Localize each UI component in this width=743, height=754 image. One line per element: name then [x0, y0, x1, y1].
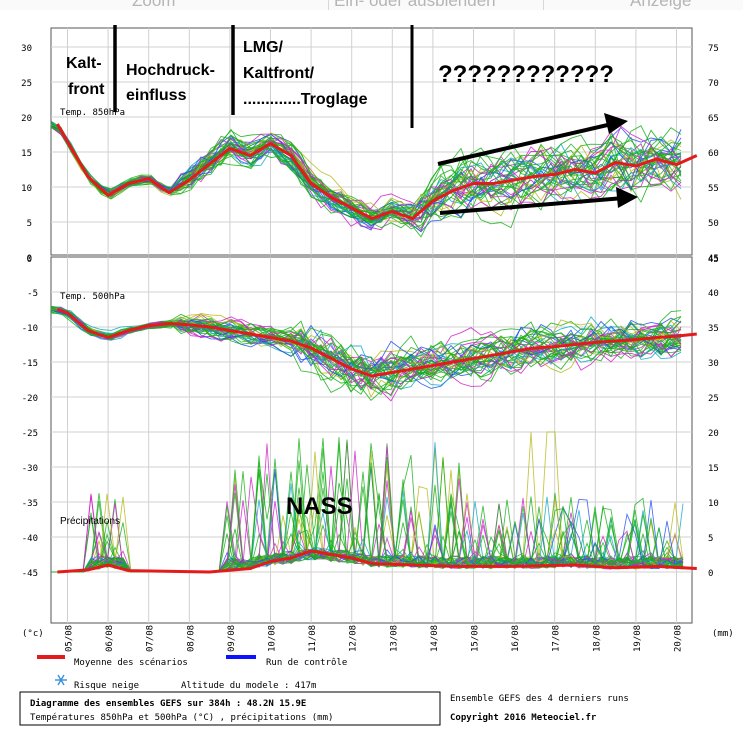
toolbar-show-hide[interactable]: Ein- oder ausblenden	[334, 0, 496, 10]
toolbar-display[interactable]: Anzeige	[630, 0, 692, 10]
mean-series	[56, 123, 698, 574]
y-left-tick-label: -15	[22, 359, 38, 369]
snowflake-icon	[55, 674, 67, 686]
y-left-tick-label: -40	[22, 534, 38, 544]
toolbar-zoom[interactable]: Zoom	[132, 0, 176, 10]
annotation-hochdruck-2: einfluss	[126, 87, 187, 104]
panel-frame-t850	[50, 27, 693, 256]
annotation-lmg-1: LMG/	[243, 39, 284, 56]
t850-member	[50, 122, 682, 214]
y-right-tick-label: 65	[708, 114, 719, 124]
panel-frame-t500	[50, 256, 693, 624]
y-left-tick-label: -45	[22, 569, 38, 579]
y-left-tick-label: 15	[21, 149, 32, 159]
precip-panel-label: Précipitations	[60, 516, 120, 527]
x-tick-label: 12/08	[349, 625, 359, 652]
annotation-kaltfront-1: Kalt-	[66, 55, 102, 72]
y-right-tick-label: 15	[708, 464, 719, 474]
legend-snow-label: Risque neige	[74, 681, 139, 691]
legend-control-label: Run de contrôle	[266, 657, 347, 668]
y-right-tick-label: 5	[708, 534, 713, 544]
toolbar-separator	[543, 0, 544, 10]
y-left-tick-label: 20	[21, 114, 32, 124]
y-right-tick-label: 55	[708, 184, 719, 194]
unit-right: (mm)	[712, 629, 734, 639]
t850-panel-label: Temp. 850hPa	[60, 108, 125, 118]
x-tick-label: 10/08	[268, 625, 278, 652]
t850-member	[50, 124, 682, 218]
precip-mean-line	[57, 549, 697, 574]
annotation-lmg-2: Kaltfront/	[243, 65, 315, 82]
y-right-tick-label: 25	[708, 394, 719, 404]
y-right-tick-label: 50	[708, 219, 719, 229]
y-left-tick-label: 10	[21, 184, 32, 194]
x-tick-label: 11/08	[308, 625, 318, 652]
x-tick-label: 16/08	[511, 625, 521, 652]
annotation-kaltfront-2: front	[68, 81, 105, 98]
y-right-tick-label: 35	[708, 324, 719, 334]
y-left-tick-label: 25	[21, 79, 32, 89]
credits-copyright: Copyright 2016 Meteociel.fr	[450, 712, 597, 723]
annotation-question-marks: ????????????	[438, 61, 614, 88]
t500-panel-label: Temp. 500hPa	[60, 292, 125, 302]
y-left-tick-label: -20	[22, 394, 38, 404]
info-subtitle: Températures 850hPa et 500hPa (°C) , pré…	[30, 712, 333, 723]
y-right-tick-label: 45	[708, 254, 719, 264]
y-right-tick-label: 40	[708, 289, 719, 299]
axis-ticks: 05/08 06/08 07/08 08/08 09/08 10/08 11/08 12/08…	[21, 44, 719, 652]
y-right-tick-label: 60	[708, 149, 719, 159]
y-right-tick-label: 10	[708, 499, 719, 509]
y-right-tick-label: 0	[708, 569, 713, 579]
x-tick-label: 19/08	[633, 625, 643, 652]
x-tick-label: 06/08	[105, 625, 115, 652]
toolbar-separator	[328, 0, 329, 10]
y-right-tick-label: 20	[708, 429, 719, 439]
info-title: Diagramme des ensembles GEFS sur 384h : …	[30, 698, 306, 709]
y-right-tick-label: 45	[708, 255, 719, 265]
y-left-tick-label: -30	[22, 464, 38, 474]
y-right-tick-label: 70	[708, 79, 719, 89]
x-tick-label: 13/08	[389, 625, 399, 652]
x-tick-label: 08/08	[186, 625, 196, 652]
y-right-tick-label: 75	[708, 44, 719, 54]
credits-runs: Ensemble GEFS des 4 derniers runs	[450, 694, 629, 704]
x-tick-label: 14/08	[430, 625, 440, 652]
info-box	[19, 691, 441, 726]
y-left-tick-label: -25	[22, 429, 38, 439]
annotation-hochdruck-1: Hochdruck-	[126, 62, 215, 79]
t500-mean-line	[56, 308, 697, 378]
y-left-tick-label: 0	[27, 255, 32, 265]
t850-mean-line	[56, 123, 698, 220]
y-left-tick-label: -5	[27, 289, 38, 299]
toolbar: Zoom Ein- oder ausblenden Anzeige	[0, 0, 743, 10]
y-left-tick-label: 30	[21, 44, 32, 54]
ensemble-chart: 05/08 06/08 07/08 08/08 09/08 10/08 11/08 12/08…	[0, 10, 743, 754]
y-left-tick-label: 5	[27, 219, 32, 229]
y-left-tick-label: -10	[22, 324, 38, 334]
annotation-nass: NASS	[286, 493, 353, 520]
y-left-tick-label: -35	[22, 499, 38, 509]
x-tick-label: 09/08	[227, 625, 237, 652]
x-tick-label: 15/08	[471, 625, 481, 652]
legend-mean-label: Moyenne des scénarios	[74, 657, 188, 668]
model-altitude: Altitude du modele : 417m	[181, 681, 316, 691]
x-tick-label: 17/08	[552, 625, 562, 652]
y-right-tick-label: 30	[708, 359, 719, 369]
unit-left: (°c)	[22, 629, 44, 639]
x-tick-label: 18/08	[592, 625, 602, 652]
x-tick-label: 05/08	[65, 625, 75, 652]
annotation-lmg-3: .............Troglage	[243, 91, 368, 108]
x-tick-label: 07/08	[146, 625, 156, 652]
y-left-tick-label: 0	[27, 254, 32, 264]
x-tick-label: 20/08	[674, 625, 684, 652]
legend: Moyenne des scénarios Run de contrôle Ri…	[37, 655, 347, 691]
annotations: Kalt- front Hochdruck- einfluss LMG/ Kal…	[66, 25, 638, 520]
